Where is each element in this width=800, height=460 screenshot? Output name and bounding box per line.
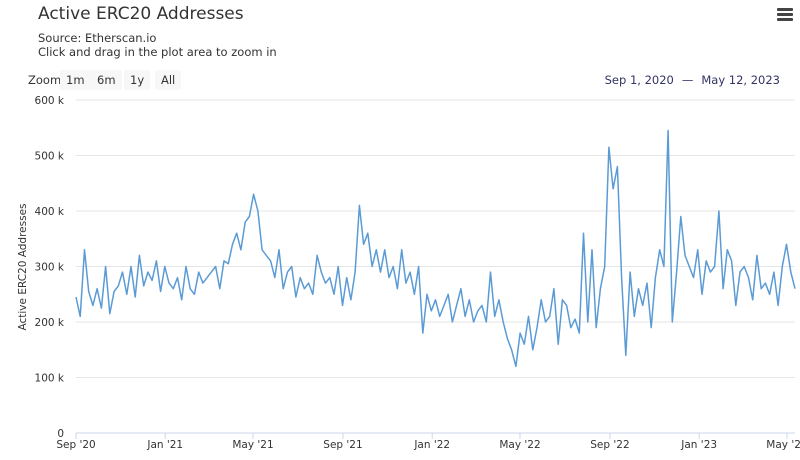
chart-title: Active ERC20 Addresses [38,4,244,24]
y-tick-label: 500 k [35,151,65,163]
y-tick-label: 200 k [35,317,65,329]
x-tick-label: Jan '21 [146,439,183,451]
zoom-label: Zoom [28,73,62,87]
y-tick-label: 300 k [35,262,65,274]
x-tick-label: Sep '22 [590,439,629,451]
date-separator: — [681,73,694,87]
x-tick-label: Jan '23 [680,439,717,451]
date-to[interactable]: May 12, 2023 [701,73,780,87]
date-from[interactable]: Sep 1, 2020 [604,73,674,87]
date-range: Sep 1, 2020 — May 12, 2023 [601,73,784,87]
y-axis-title: Active ERC20 Addresses [17,204,29,331]
x-tick-label: Sep '21 [323,439,362,451]
y-tick-label: 0 [57,428,64,440]
range-button-1y[interactable]: 1y [124,70,151,90]
series-line-active-erc20-addresses[interactable] [75,129,796,368]
range-button-1m[interactable]: 1m [60,70,91,90]
range-button-all[interactable]: All [155,70,182,90]
range-button-6m[interactable]: 6m [91,70,122,90]
x-tick-label: May '23 [766,439,800,451]
x-tick-label: Sep '20 [56,439,95,451]
chart-hint: Click and drag in the plot area to zoom … [38,45,277,59]
hamburger-menu-icon[interactable] [777,8,793,22]
y-tick-label: 400 k [35,206,65,218]
y-tick-label: 100 k [35,373,65,385]
chart-source: Source: Etherscan.io [38,31,157,45]
x-tick-label: May '22 [499,439,540,451]
x-tick-label: Jan '22 [413,439,450,451]
y-tick-label: 600 k [35,95,65,107]
x-tick-label: May '21 [232,439,273,451]
